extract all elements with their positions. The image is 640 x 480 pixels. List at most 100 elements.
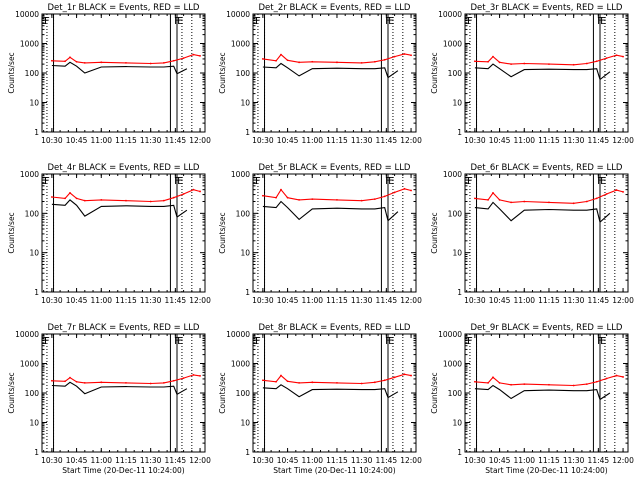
y-tick-label: 10 [452, 419, 462, 428]
lld-series-point [336, 381, 338, 384]
x-tick-label: 12:00 [189, 296, 211, 305]
detector-panel: Det_6r BLACK = Events, RED = LLD 1 10 100 10… [430, 163, 634, 305]
plot-frame [464, 333, 629, 453]
lld-series-point [410, 54, 412, 57]
x-tick-label: 12:00 [400, 136, 422, 145]
lld-series-line [262, 188, 412, 202]
lld-series-point [69, 376, 71, 379]
x-tick-label: 11:15 [115, 136, 137, 145]
y-tick-label: 100 [236, 69, 251, 78]
lld-series-point [280, 374, 282, 377]
x-tick-label: 12:00 [400, 296, 422, 305]
y-axis-label: Counts/sec [7, 212, 16, 253]
lld-series-point [585, 62, 588, 65]
y-axis-label: Counts/sec [218, 212, 227, 253]
detector-panel: Det_2r BLACK = Events, RED = LLD 1 10 100 10… [218, 3, 422, 145]
lld-series-point [605, 57, 608, 59]
lld-series-point [383, 379, 386, 382]
lld-series-point [172, 59, 175, 62]
x-tick-label: 11:45 [588, 136, 610, 145]
y-tick-label: 10000 [15, 330, 39, 339]
x-tick-label: 10:45 [489, 456, 511, 465]
x-tick-label: 12:00 [612, 136, 634, 145]
lld-series-point [360, 61, 363, 64]
lld-series-point [149, 382, 152, 385]
x-tick-label: 11:15 [326, 456, 348, 465]
lld-series-point [360, 199, 363, 202]
lld-series-point [286, 380, 289, 383]
y-tick-label: 10 [240, 419, 250, 428]
y-tick-label: 1 [457, 128, 462, 137]
lld-series-point [125, 61, 127, 64]
lld-series-point [192, 374, 195, 376]
lld-series-point [373, 60, 376, 63]
y-tick-label: 10 [29, 249, 39, 258]
y-tick-label: 1000 [443, 360, 462, 369]
events-series-line [262, 384, 399, 399]
lld-series-point [523, 383, 526, 386]
x-tick-label: 11:30 [563, 456, 585, 465]
y-tick-label: 1000 [231, 40, 250, 49]
x-axis-label: Start Time (20-Dec-11 10:24:00) [62, 466, 184, 475]
x-tick-label: 11:45 [376, 136, 398, 145]
lld-series-point [615, 189, 618, 191]
x-tick-label: 11:15 [538, 136, 560, 145]
y-tick-label: 1000 [20, 360, 39, 369]
lld-series-point [572, 63, 575, 66]
x-tick-label: 10:30 [41, 296, 63, 305]
x-tick-label: 10:30 [252, 136, 274, 145]
detector-panel: Det_9r BLACK = Events, RED = LLD 1 10 100 10… [430, 323, 634, 475]
y-tick-label: 1 [245, 448, 250, 457]
y-tick-label: 1000 [443, 40, 462, 49]
lld-series-line [51, 189, 201, 203]
y-axis-label: Counts/sec [7, 52, 16, 93]
attenuator-marker: F [385, 176, 391, 187]
lld-series-point [149, 62, 152, 65]
x-tick-label: 11:45 [588, 296, 610, 305]
y-tick-label: 100 [25, 209, 40, 218]
y-tick-label: 1 [34, 288, 39, 297]
lld-series-point [622, 191, 624, 193]
lld-series-point [548, 63, 550, 66]
lld-series-point [311, 198, 314, 201]
attenuator-marker: F [174, 16, 180, 27]
lld-series-point [410, 374, 412, 377]
lld-series-point [311, 60, 314, 63]
x-tick-label: 11:15 [115, 456, 137, 465]
x-tick-label: 10:45 [66, 456, 88, 465]
y-axis-label: Counts/sec [7, 372, 16, 413]
plot-frame [41, 173, 206, 293]
panel-title: Det_1r BLACK = Events, RED = LLD [48, 3, 200, 13]
x-tick-label: 11:30 [140, 136, 162, 145]
y-tick-label: 10000 [438, 330, 462, 339]
attenuator-marker: E [388, 336, 394, 347]
lld-series-point [162, 199, 165, 202]
lld-series-point [487, 198, 489, 201]
lld-series-point [615, 54, 618, 57]
lld-series-point [50, 196, 53, 198]
lld-series-point [261, 194, 264, 197]
attenuator-marker: E [388, 176, 394, 187]
attenuator-marker: F [255, 336, 261, 347]
lld-series-point [510, 63, 513, 66]
x-tick-label: 10:30 [252, 456, 274, 465]
x-axis-label: Start Time (20-Dec-11 10:24:00) [485, 466, 607, 475]
lld-series-point [336, 61, 338, 64]
y-tick-label: 10000 [438, 10, 462, 19]
x-tick-label: 11:30 [563, 136, 585, 145]
x-tick-label: 10:45 [66, 296, 88, 305]
attenuator-marker: F [174, 176, 180, 187]
events-series-line [474, 201, 611, 224]
lld-series-point [487, 60, 489, 63]
x-tick-label: 10:45 [489, 136, 511, 145]
lld-series-point [298, 198, 301, 201]
lld-series-point [125, 381, 127, 384]
lld-series-point [622, 376, 624, 378]
attenuator-marker: F [44, 16, 50, 27]
x-tick-label: 10:45 [66, 136, 88, 145]
lld-series-point [162, 381, 165, 384]
x-tick-label: 10:30 [41, 456, 63, 465]
y-tick-label: 10000 [226, 10, 250, 19]
lld-series-point [572, 384, 575, 387]
plot-frame [464, 173, 629, 293]
